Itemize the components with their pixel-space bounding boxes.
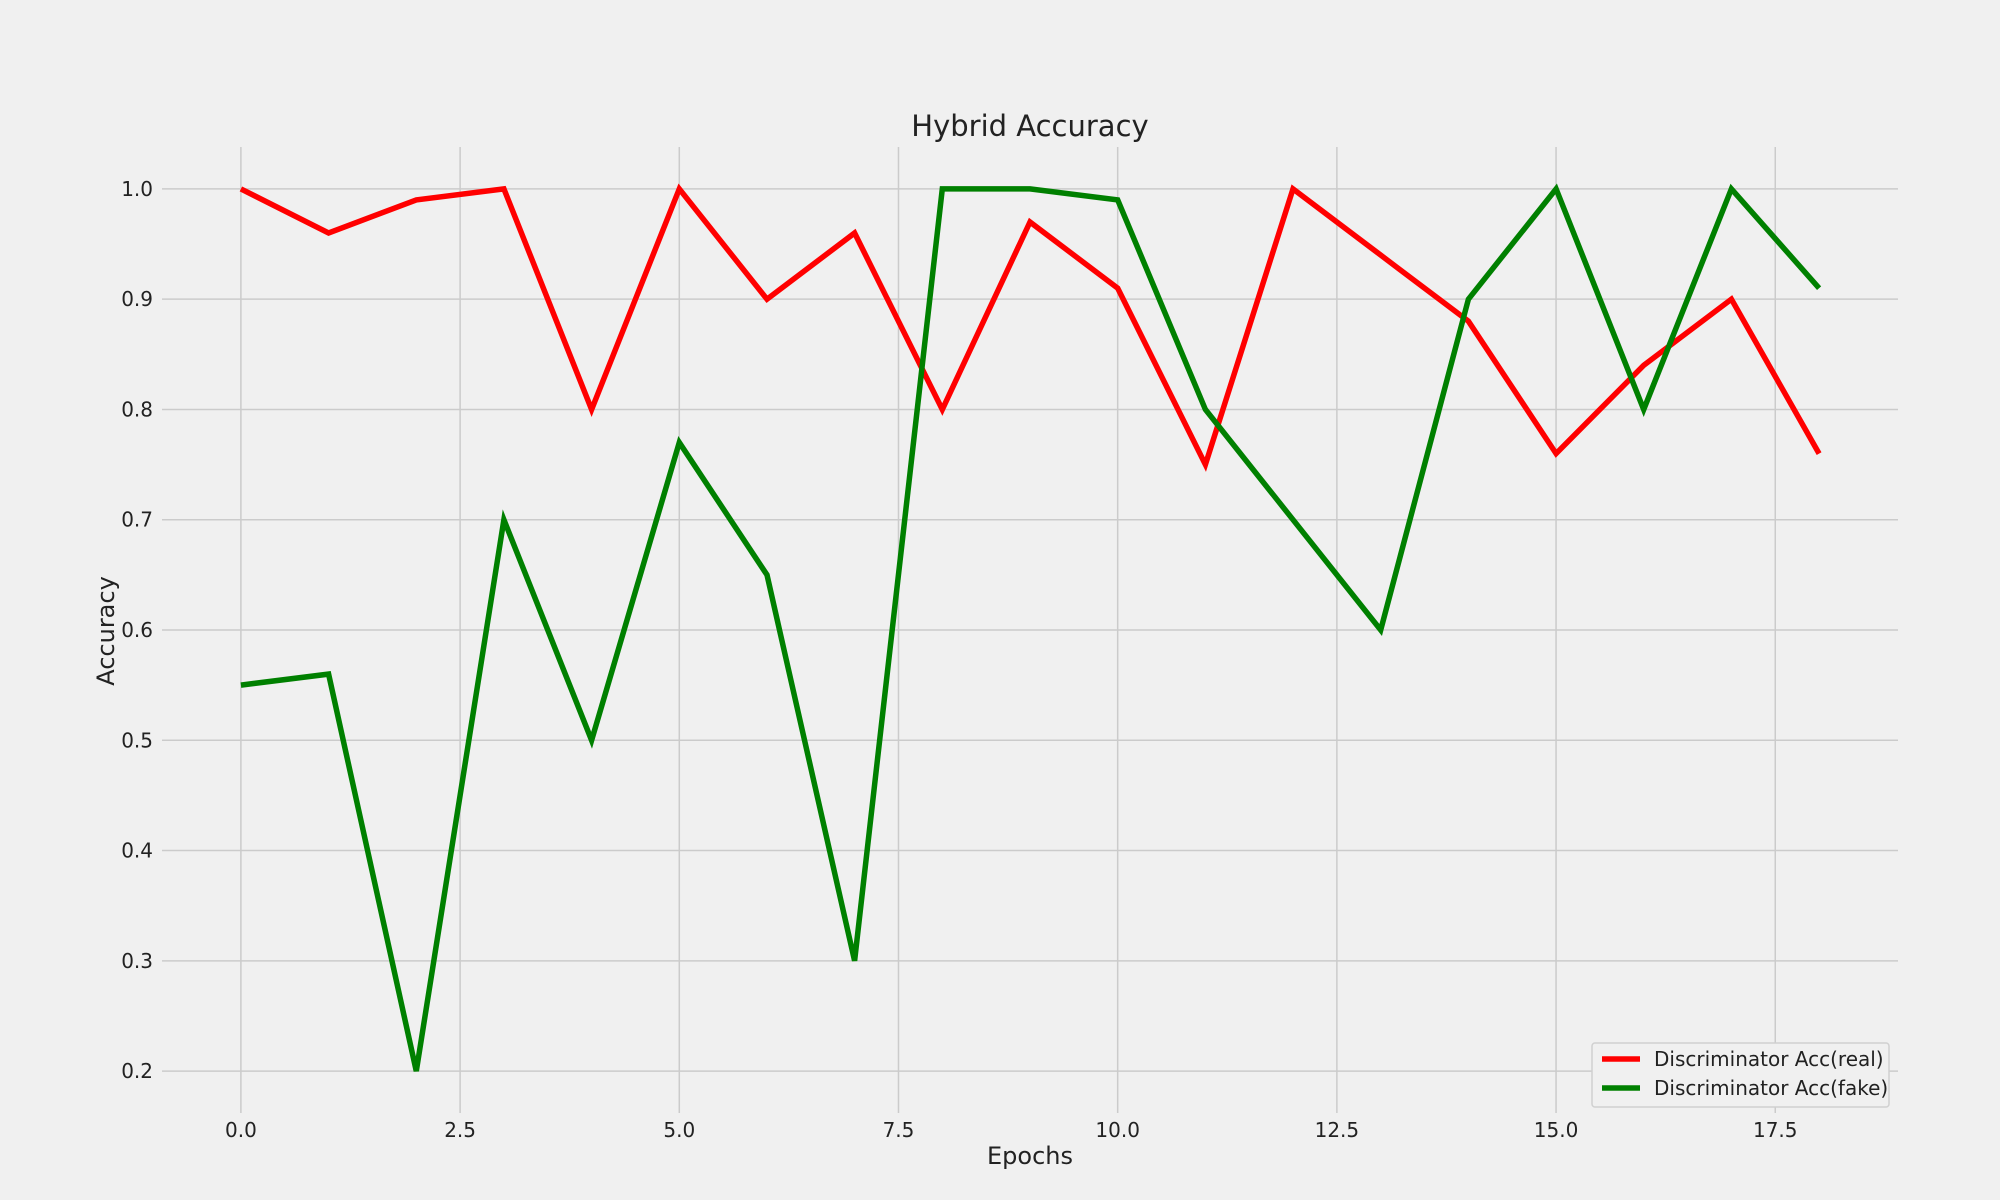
y-tick-label: 0.9 — [121, 287, 153, 311]
x-tick-label: 0.0 — [225, 1118, 257, 1142]
y-tick-label: 0.6 — [121, 618, 153, 642]
y-tick-label: 0.7 — [121, 508, 153, 532]
series-lines — [239, 183, 1822, 1072]
y-tick-label: 0.2 — [121, 1059, 153, 1083]
series-line-real — [239, 183, 1822, 472]
x-tick-label: 15.0 — [1534, 1118, 1579, 1142]
series-line-fake — [240, 183, 1822, 1072]
legend: Discriminator Acc(real) Discriminator Ac… — [1591, 1042, 1890, 1108]
x-tick-label: 10.0 — [1095, 1118, 1140, 1142]
y-tick-label: 0.4 — [121, 839, 153, 863]
x-tick-labels: 0.0 2.5 5.0 7.5 10.0 12.5 15.0 17.5 — [225, 1118, 1798, 1142]
y-tick-label: 0.5 — [121, 728, 153, 752]
y-axis-label: Accuracy — [92, 576, 120, 686]
legend-label-fake: Discriminator Acc(fake) — [1654, 1076, 1888, 1100]
x-tick-label: 12.5 — [1315, 1118, 1360, 1142]
y-tick-label: 1.0 — [121, 177, 153, 201]
legend-box — [1591, 1042, 1890, 1108]
grid — [162, 147, 1898, 1113]
y-tick-labels: 0.2 0.3 0.4 0.5 0.6 0.7 0.8 0.9 1.0 — [121, 177, 153, 1083]
x-axis-label: Epochs — [987, 1142, 1073, 1170]
legend-label-real: Discriminator Acc(real) — [1654, 1047, 1884, 1071]
x-tick-label: 2.5 — [444, 1118, 476, 1142]
chart-title: Hybrid Accuracy — [911, 109, 1148, 143]
y-tick-label: 0.3 — [121, 949, 153, 973]
x-tick-label: 7.5 — [883, 1118, 915, 1142]
x-tick-label: 17.5 — [1753, 1118, 1798, 1142]
x-tick-label: 5.0 — [663, 1118, 695, 1142]
y-tick-label: 0.8 — [121, 397, 153, 421]
